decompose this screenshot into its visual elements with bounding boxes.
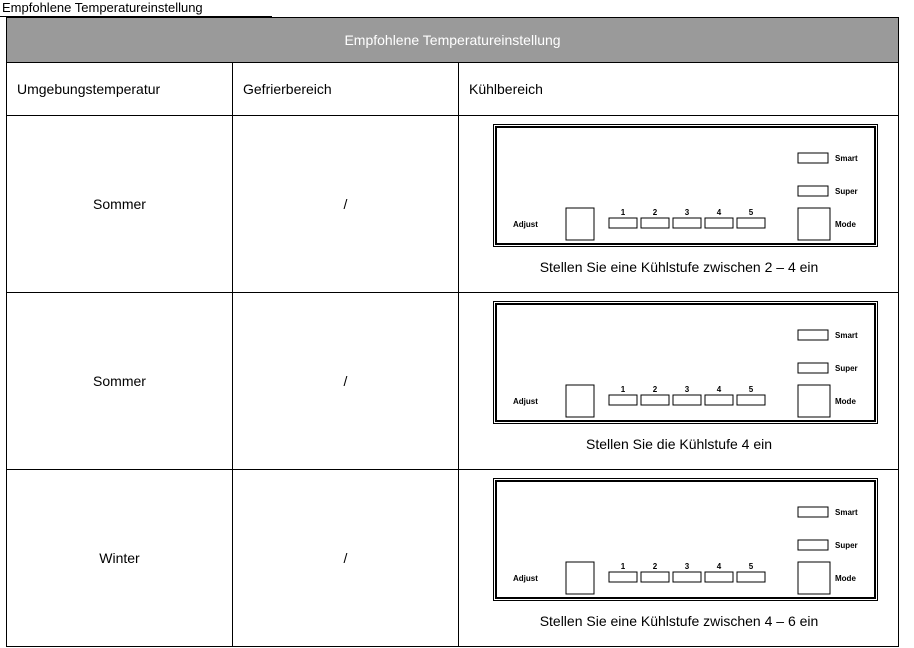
level-indicator	[704, 394, 734, 406]
level-label: 3	[685, 208, 690, 217]
level-label: 4	[717, 562, 722, 571]
table-row: Winter / Smart Super Adjust 1 2 3 4 5 Mode Stellen …	[6, 469, 900, 647]
level-indicator	[672, 217, 702, 229]
cooler-cell: Smart Super Adjust 1 2 3 4 5 Mode Stellen Sie die…	[457, 292, 900, 470]
level-label: 2	[653, 385, 658, 394]
ambient-cell: Winter	[6, 469, 233, 647]
control-panel: Smart Super Adjust 1 2 3 4 5 Mode Stellen Sie die…	[493, 301, 878, 452]
control-panel: Smart Super Adjust 1 2 3 4 5 Mode Stellen Sie ein…	[493, 478, 878, 629]
freezer-cell: /	[232, 469, 459, 647]
level-label: 4	[717, 208, 722, 217]
level-indicator	[640, 394, 670, 406]
adjust-button	[565, 207, 595, 241]
panel-frame-inner	[495, 303, 876, 422]
level-indicator	[736, 217, 766, 229]
level-label: 1	[621, 208, 626, 217]
cooler-cell: Smart Super Adjust 1 2 3 4 5 Mode Stellen Sie ein…	[457, 469, 900, 647]
adjust-label: Adjust	[513, 574, 538, 583]
adjust-label: Adjust	[513, 220, 538, 229]
level-indicator	[704, 571, 734, 583]
super-label: Super	[835, 187, 858, 196]
panel-frame-inner	[495, 480, 876, 599]
mode-button	[797, 561, 831, 595]
super-label: Super	[835, 364, 858, 373]
level-indicator	[672, 571, 702, 583]
control-panel: Smart Super Adjust 1 2 3 4 5 Mode Stellen Sie ein…	[493, 124, 878, 275]
setting-text: Stellen Sie eine Kühlstufe zwischen 2 – …	[540, 259, 819, 275]
level-label: 1	[621, 385, 626, 394]
super-indicator	[797, 539, 829, 551]
panel: Smart Super Adjust 1 2 3 4 5 Mode	[493, 301, 878, 424]
mode-label: Mode	[835, 220, 856, 229]
table-row: Sommer / Smart Super Adjust 1 2 3 4 5 Mode Stellen …	[6, 115, 900, 293]
level-label: 5	[749, 208, 754, 217]
level-label: 4	[717, 385, 722, 394]
mode-button	[797, 207, 831, 241]
adjust-button	[565, 561, 595, 595]
level-indicator	[608, 394, 638, 406]
adjust-button	[565, 384, 595, 418]
level-indicator	[672, 394, 702, 406]
caption: Empfohlene Temperatureinstellung	[0, 0, 272, 17]
smart-indicator	[797, 329, 829, 341]
smart-label: Smart	[835, 331, 858, 340]
level-indicator	[640, 217, 670, 229]
header-cell: Gefrierbereich	[232, 62, 459, 116]
level-indicator	[608, 571, 638, 583]
ambient-cell: Sommer	[6, 292, 233, 470]
freezer-cell: /	[232, 115, 459, 293]
header-cell: Kühlbereich	[457, 62, 900, 116]
level-label: 3	[685, 562, 690, 571]
super-label: Super	[835, 541, 858, 550]
ambient-cell: Sommer	[6, 115, 233, 293]
header-cell: Umgebungstemperatur	[6, 62, 233, 116]
mode-button	[797, 384, 831, 418]
setting-text: Stellen Sie eine Kühlstufe zwischen 4 – …	[540, 613, 819, 629]
mode-label: Mode	[835, 397, 856, 406]
mode-label: Mode	[835, 574, 856, 583]
freezer-cell: /	[232, 292, 459, 470]
smart-label: Smart	[835, 154, 858, 163]
panel-frame-inner	[495, 126, 876, 245]
panel: Smart Super Adjust 1 2 3 4 5 Mode	[493, 124, 878, 247]
panel-frame	[493, 301, 878, 424]
smart-label: Smart	[835, 508, 858, 517]
level-label: 5	[749, 562, 754, 571]
level-label: 5	[749, 385, 754, 394]
table-row: Sommer / Smart Super Adjust 1 2 3 4 5 Mode Stellen …	[6, 292, 900, 470]
cooler-cell: Smart Super Adjust 1 2 3 4 5 Mode Stellen Sie ein…	[457, 115, 900, 293]
level-indicator	[640, 571, 670, 583]
table: Empfohlene Temperatureinstellung Umgebun…	[5, 17, 900, 647]
panel-frame	[493, 124, 878, 247]
panel-frame	[493, 478, 878, 601]
adjust-label: Adjust	[513, 397, 538, 406]
smart-indicator	[797, 506, 829, 518]
level-label: 1	[621, 562, 626, 571]
panel: Smart Super Adjust 1 2 3 4 5 Mode	[493, 478, 878, 601]
level-label: 2	[653, 562, 658, 571]
setting-text: Stellen Sie die Kühlstufe 4 ein	[586, 436, 772, 452]
level-indicator	[736, 394, 766, 406]
super-indicator	[797, 185, 829, 197]
smart-indicator	[797, 152, 829, 164]
super-indicator	[797, 362, 829, 374]
level-label: 2	[653, 208, 658, 217]
level-label: 3	[685, 385, 690, 394]
level-indicator	[704, 217, 734, 229]
table-title: Empfohlene Temperatureinstellung	[5, 17, 900, 63]
level-indicator	[608, 217, 638, 229]
level-indicator	[736, 571, 766, 583]
